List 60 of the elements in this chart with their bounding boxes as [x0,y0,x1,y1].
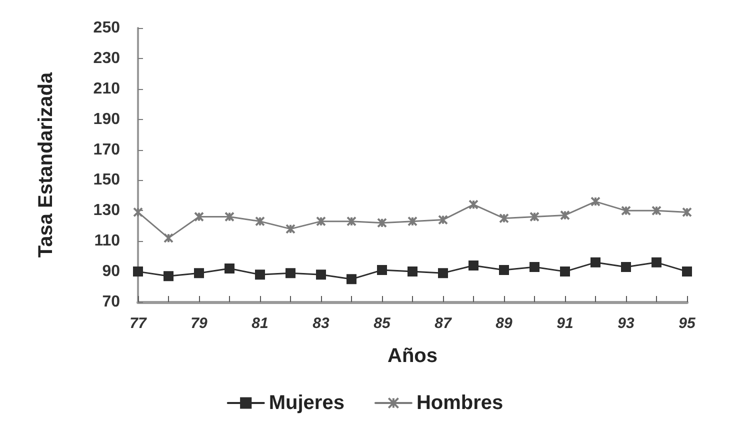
point [408,266,418,277]
x-tick-label: 85 [374,315,391,332]
point [224,212,234,222]
point [377,218,387,228]
point [530,262,540,272]
point [652,257,662,268]
y-tick-label: 170 [93,141,120,158]
point [590,196,600,207]
point [286,224,296,234]
point [682,266,692,277]
point [164,233,174,244]
y-tick-label: 70 [102,294,120,310]
y-tick-label: 90 [102,263,120,280]
point [316,216,326,226]
point [621,262,631,272]
point [316,270,326,280]
point [468,200,478,210]
point [560,210,570,220]
x-tick-label: 89 [496,315,513,332]
y-tick-label: 150 [93,172,120,189]
y-tick-label: 230 [93,50,120,67]
point [499,213,509,224]
point [438,268,448,278]
point [499,265,509,276]
legend-label: Hombres [416,392,504,414]
x-tick-label: 79 [190,315,208,332]
y-tick-label: 130 [93,202,120,220]
point [590,257,600,268]
point [530,212,540,222]
point [255,216,265,226]
point [224,264,234,274]
point [408,216,418,226]
point [133,266,143,277]
x-tick-label: 93 [618,315,635,332]
x-tick-label: 91 [556,315,574,332]
point [377,265,387,276]
x-tick-label: 83 [312,315,330,332]
point [286,268,296,278]
x-tick-label: 87 [434,315,452,332]
y-tick-label: 190 [93,110,120,128]
point [468,260,478,270]
y-tick-label: 110 [94,232,120,250]
point [255,270,265,280]
legend-label: Mujeres [268,392,344,414]
point [652,206,662,216]
x-axis-title: Años [388,345,438,367]
point [194,212,204,222]
x-tick-label: 81 [252,315,268,332]
point [438,214,448,225]
point [194,268,204,278]
point [346,216,356,226]
point [346,274,356,284]
point [164,271,174,282]
point [560,266,570,277]
point [621,206,631,216]
y-axis-title: Tasa Estandarizada [35,71,57,258]
x-tick-label: 95 [678,315,696,332]
y-tick-label: 250 [93,20,120,36]
x-tick-label: 77 [130,315,147,332]
y-tick-label: 210 [93,80,120,98]
